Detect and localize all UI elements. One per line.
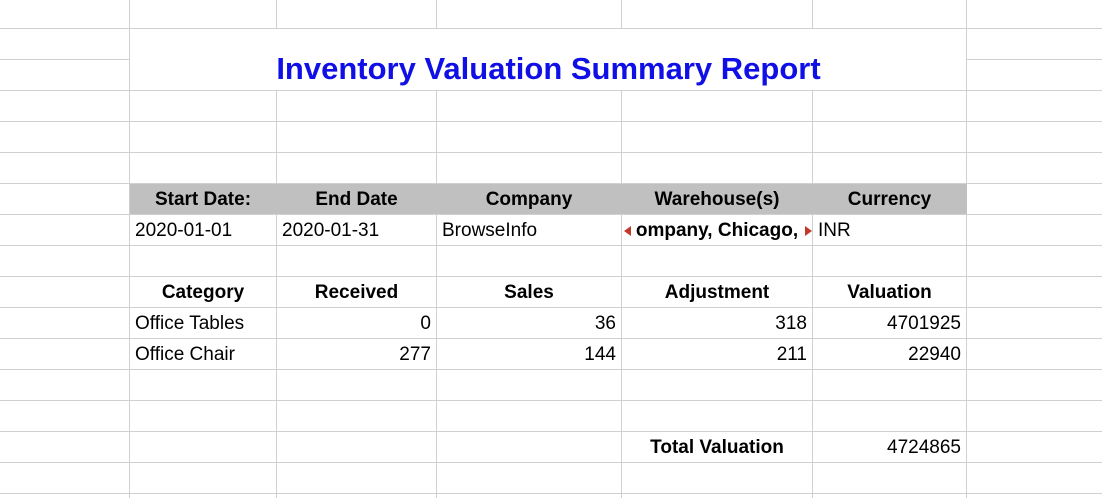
overflow-left-indicator-icon (624, 226, 631, 236)
valuation-column-header[interactable]: Valuation (847, 282, 932, 303)
table-row-1-valuation[interactable]: 4701925 (887, 313, 961, 334)
adjustment-column-header[interactable]: Adjustment (664, 282, 770, 303)
received-column-header[interactable]: Received (314, 282, 399, 303)
table-row-2-category[interactable]: Office Chair (135, 344, 235, 365)
total-valuation-label[interactable]: Total Valuation (650, 437, 784, 458)
end-date-value[interactable]: 2020-01-31 (282, 220, 380, 241)
start-date-header[interactable]: Start Date: (154, 189, 252, 210)
sales-column-header[interactable]: Sales (504, 282, 554, 303)
currency-header[interactable]: Currency (847, 189, 932, 210)
table-row-2-adjustment[interactable]: 211 (776, 344, 807, 365)
end-date-header[interactable]: End Date (315, 189, 398, 210)
table-row-2-valuation[interactable]: 22940 (908, 344, 961, 365)
filter-header-band (130, 184, 967, 214)
table-row-1-category[interactable]: Office Tables (135, 313, 245, 334)
company-header[interactable]: Company (485, 189, 573, 210)
overflow-right-indicator-icon (805, 226, 812, 236)
table-row-2-sales[interactable]: 144 (584, 344, 616, 365)
start-date-value[interactable]: 2020-01-01 (135, 220, 233, 241)
category-column-header[interactable]: Category (161, 282, 245, 303)
warehouses-header[interactable]: Warehouse(s) (654, 189, 780, 210)
total-valuation-value[interactable]: 4724865 (887, 437, 961, 458)
warehouses-value[interactable]: ompany, Chicago, (635, 220, 799, 241)
table-row-1-received[interactable]: 0 (420, 313, 431, 334)
company-value[interactable]: BrowseInfo (442, 220, 538, 241)
currency-value[interactable]: INR (818, 220, 851, 241)
table-row-2-received[interactable]: 277 (399, 344, 431, 365)
table-row-1-adjustment[interactable]: 318 (775, 313, 807, 334)
table-row-1-sales[interactable]: 36 (594, 313, 616, 334)
report-title[interactable]: Inventory Valuation Summary Report (276, 51, 821, 86)
